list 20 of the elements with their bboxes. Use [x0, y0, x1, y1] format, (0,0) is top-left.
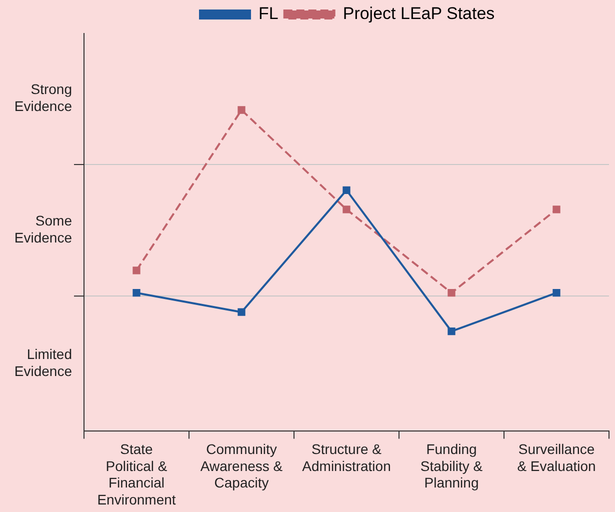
point	[238, 106, 246, 114]
point	[342, 186, 350, 194]
text: Limited Evidence	[14, 346, 72, 379]
legend-label: FL	[258, 4, 278, 24]
x-tick-label: Structure & Administration	[302, 441, 391, 474]
point	[552, 289, 560, 297]
text: Some Evidence	[14, 212, 72, 246]
x-tick-label: Funding Stability & Planning	[420, 441, 484, 491]
x-tick-label: Community Awareness & Capacity	[200, 441, 284, 491]
point	[132, 266, 140, 274]
point	[342, 206, 350, 214]
point	[448, 328, 456, 336]
legend-label: Project LEaP States	[342, 4, 495, 24]
point	[552, 206, 560, 214]
point	[448, 289, 456, 297]
x-tick-label: Surveillance & Evaluation	[517, 441, 596, 474]
point	[238, 308, 246, 316]
point	[132, 289, 140, 297]
x-tick-label: State Political & Financial Environment	[97, 441, 176, 508]
text: Strong Evidence	[14, 81, 72, 114]
